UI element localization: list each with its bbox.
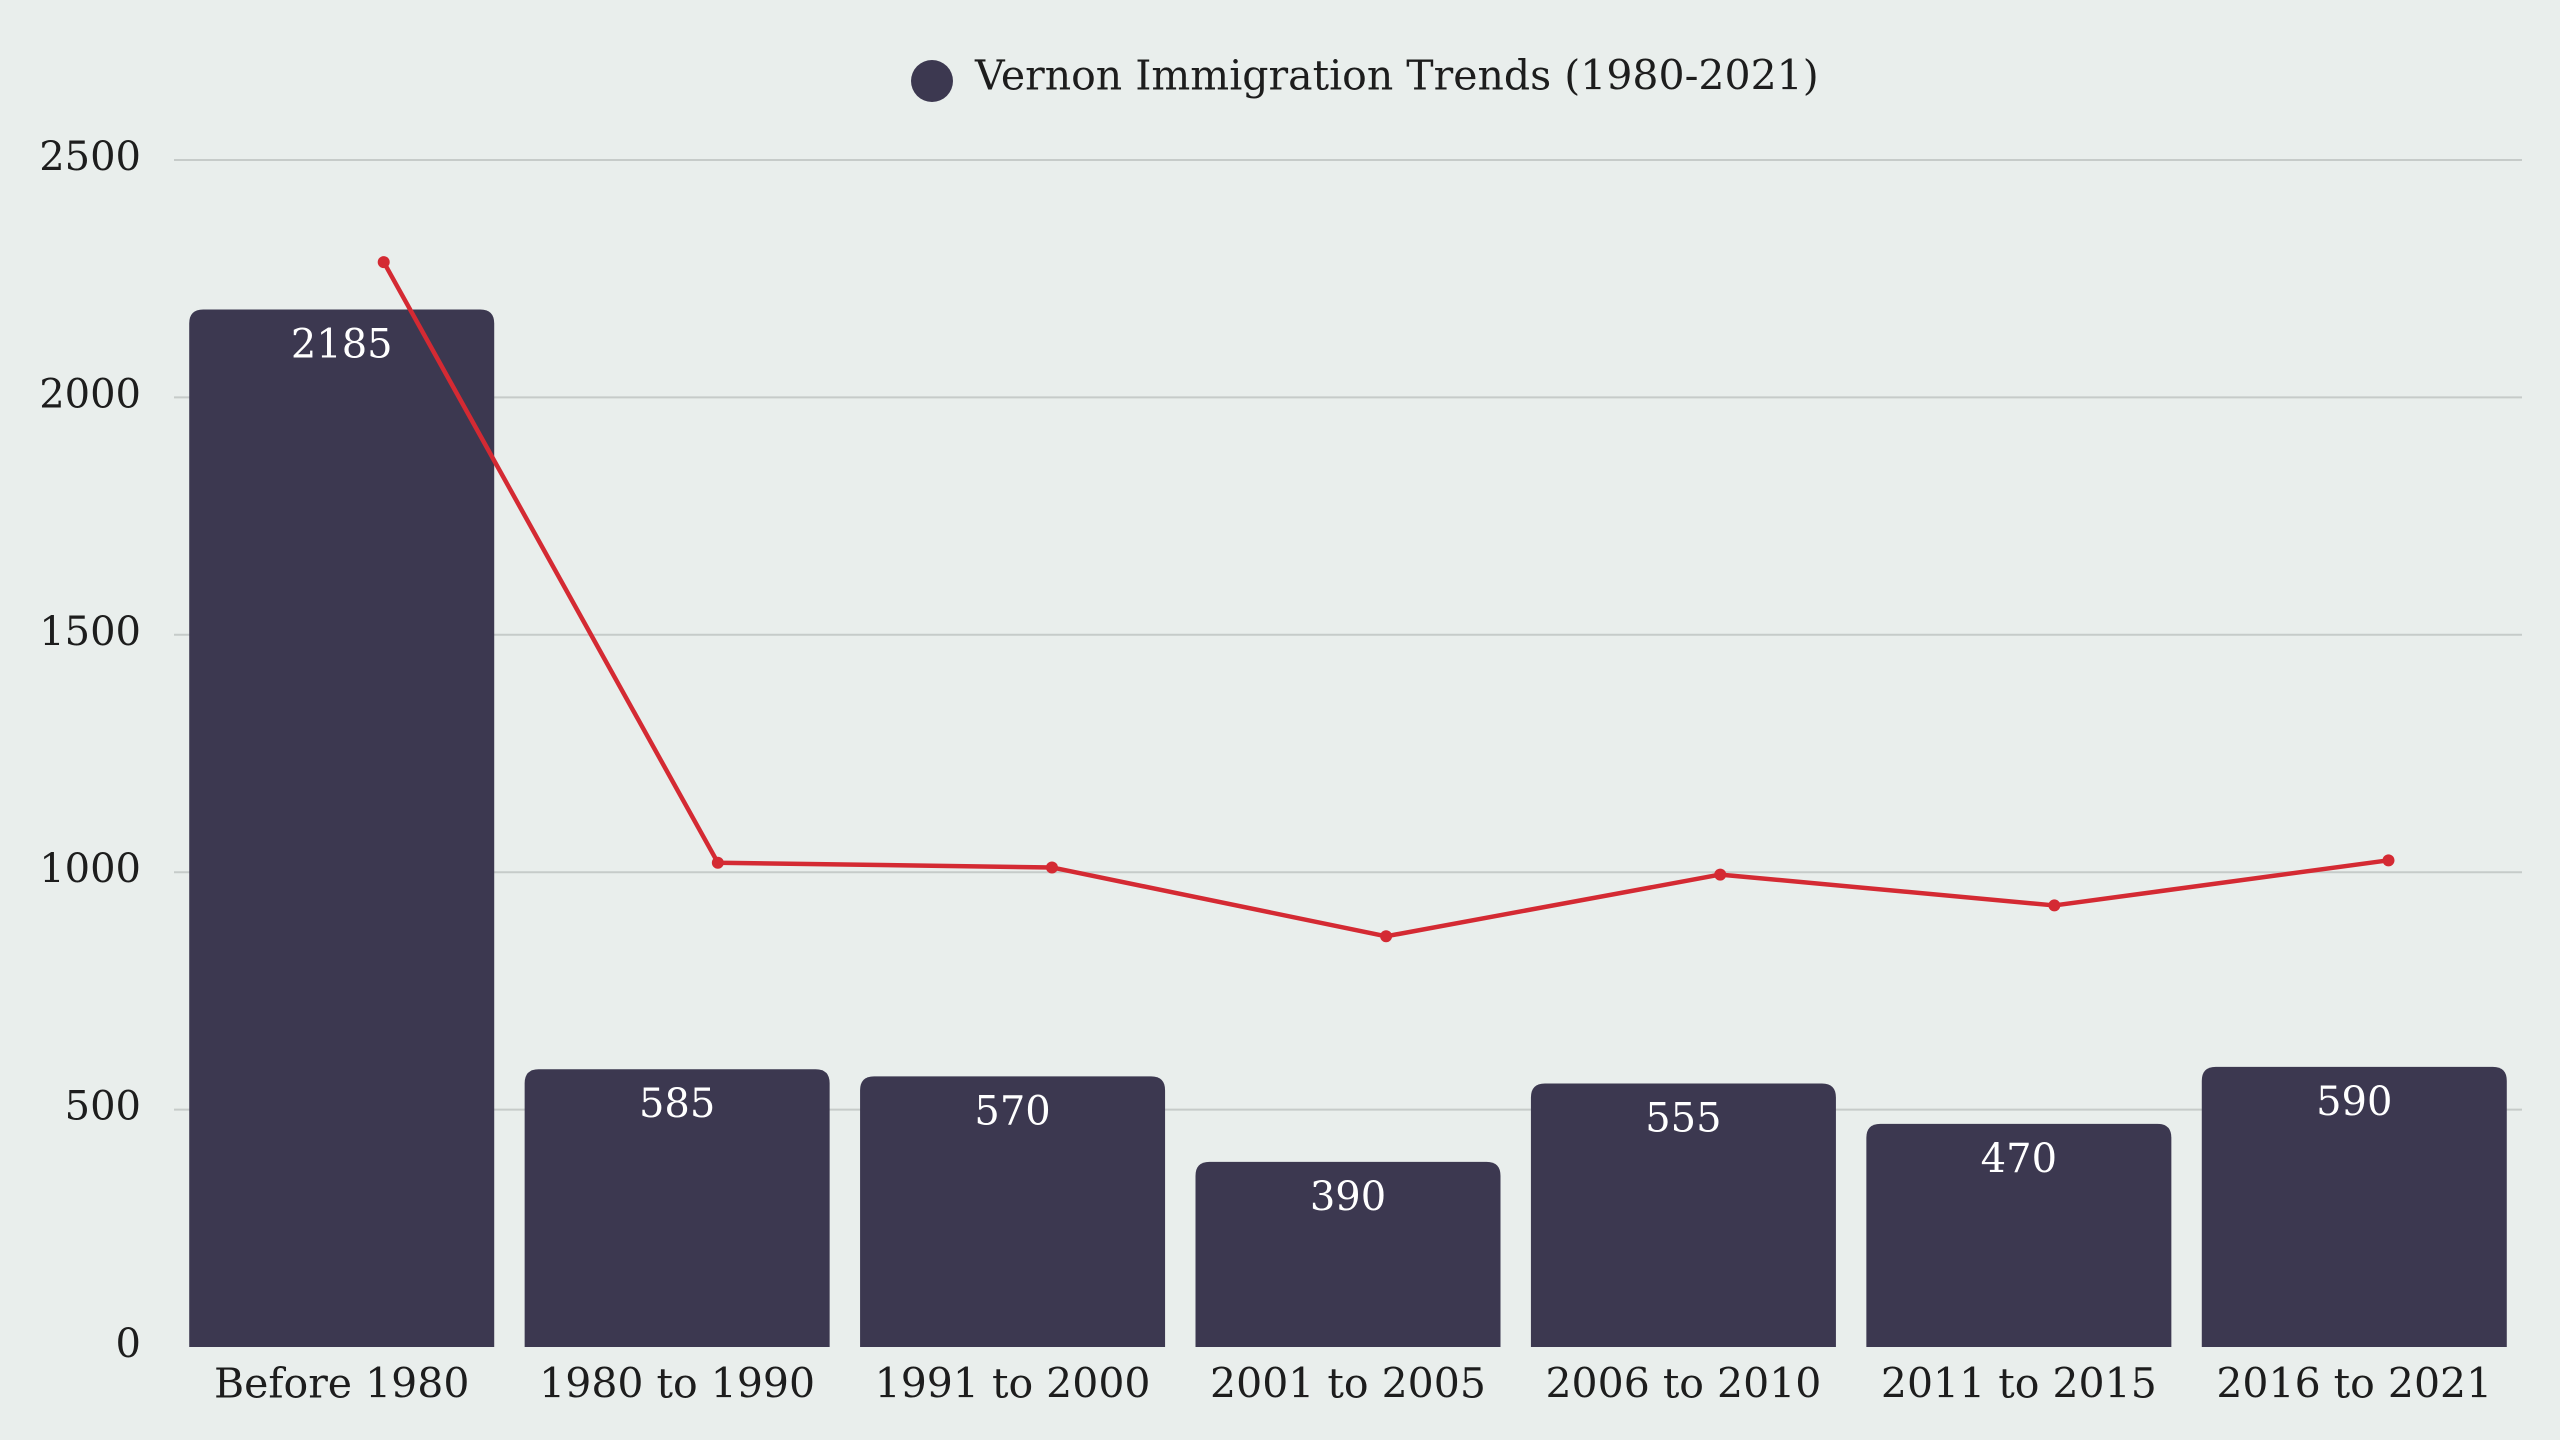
bar[interactable] bbox=[524, 1069, 830, 1347]
y-tick-label: 0 bbox=[116, 1321, 141, 1367]
bar[interactable] bbox=[1530, 1083, 1836, 1347]
legend-label[interactable]: Vernon Immigration Trends (1980-2021) bbox=[974, 52, 1819, 100]
y-tick-label: 500 bbox=[65, 1084, 141, 1130]
bar[interactable] bbox=[189, 309, 495, 1347]
x-category-label: 2006 to 2010 bbox=[1545, 1360, 1821, 1408]
bar-data-label: 570 bbox=[974, 1088, 1050, 1134]
bar-data-label: 555 bbox=[1645, 1095, 1721, 1141]
x-category-label: 1991 to 2000 bbox=[875, 1360, 1151, 1408]
bar-data-label: 585 bbox=[639, 1081, 715, 1127]
y-tick-label: 2500 bbox=[39, 134, 141, 180]
line-point[interactable] bbox=[377, 256, 390, 269]
x-axis-categories: Before 1980 1980 to 1990 1991 to 2000 2001 … bbox=[214, 1360, 2492, 1408]
bar-data-label: 390 bbox=[1310, 1174, 1386, 1220]
bar-data-label: 2185 bbox=[291, 322, 393, 368]
x-category-label: 1980 to 1990 bbox=[539, 1360, 815, 1408]
x-category-label: 2001 to 2005 bbox=[1210, 1360, 1486, 1408]
line-series bbox=[377, 256, 2395, 943]
line-point[interactable] bbox=[1045, 861, 1058, 874]
line-point[interactable] bbox=[2048, 899, 2061, 912]
bar[interactable] bbox=[2201, 1066, 2507, 1347]
y-tick-label: 1000 bbox=[39, 846, 141, 892]
legend[interactable]: Vernon Immigration Trends (1980-2021) bbox=[911, 52, 1819, 103]
line-point[interactable] bbox=[2382, 854, 2395, 867]
y-tick-label: 2000 bbox=[39, 371, 141, 417]
bar-data-label: 470 bbox=[1981, 1136, 2057, 1182]
x-category-label: 2016 to 2021 bbox=[2216, 1360, 2492, 1408]
bar[interactable] bbox=[860, 1076, 1166, 1347]
legend-swatch-icon[interactable] bbox=[911, 60, 953, 102]
y-axis-ticks: 0 500 1000 1500 2000 2500 bbox=[39, 134, 141, 1367]
y-tick-label: 1500 bbox=[39, 609, 141, 655]
x-category-label: 2011 to 2015 bbox=[1881, 1360, 2157, 1408]
bar[interactable] bbox=[1195, 1161, 1501, 1347]
line-point[interactable] bbox=[1380, 930, 1393, 943]
line-path bbox=[381, 260, 2389, 939]
bar-data-label: 590 bbox=[2316, 1079, 2392, 1125]
bar-data-labels: 2185 585 570 390 555 470 590 bbox=[291, 322, 2393, 1220]
bar[interactable] bbox=[1866, 1123, 2172, 1347]
bar-series bbox=[189, 309, 2507, 1347]
line-point[interactable] bbox=[711, 856, 724, 869]
gridlines bbox=[174, 159, 2522, 1111]
x-category-label: Before 1980 bbox=[214, 1360, 470, 1408]
line-point[interactable] bbox=[1714, 868, 1727, 881]
